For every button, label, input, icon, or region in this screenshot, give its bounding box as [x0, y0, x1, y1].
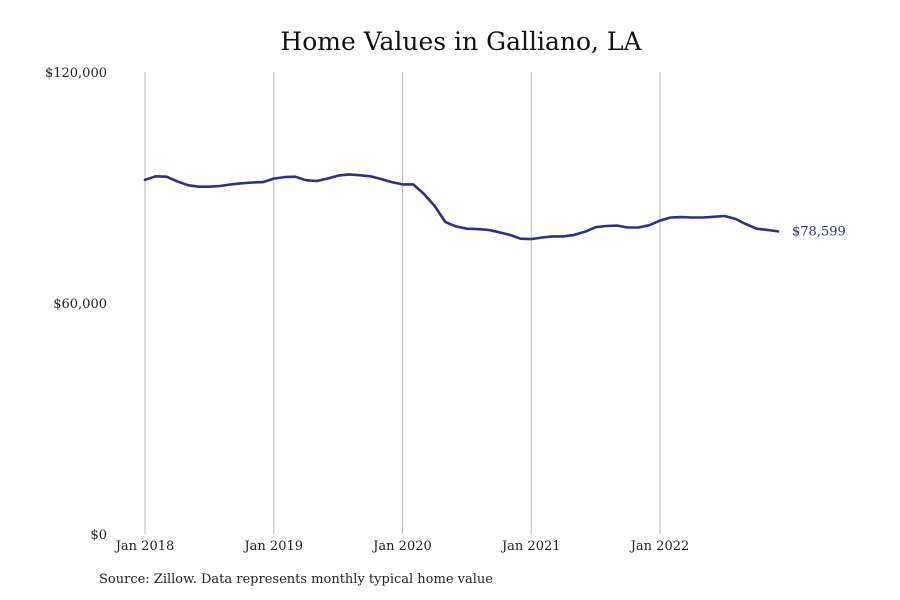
- y-tick-label: $0: [90, 528, 107, 543]
- series-layer: [143, 173, 780, 241]
- x-axis-ticks: Jan 2018 Jan 2019 Jan 2020 Jan 2021 Jan 2022: [114, 539, 690, 554]
- x-tick-label: Jan 2021: [500, 539, 561, 554]
- x-tick-label: Jan 2020: [371, 539, 432, 554]
- x-tick-label: Jan 2018: [114, 539, 175, 554]
- y-tick-label: $120,000: [45, 66, 107, 81]
- source-note: Source: Zillow. Data represents monthly …: [99, 572, 493, 587]
- end-value-label: $78,599: [792, 224, 846, 239]
- x-tick-label: Jan 2019: [242, 539, 303, 554]
- x-tick-label: Jan 2022: [629, 539, 690, 554]
- chart-title: Home Values in Galliano, LA: [280, 27, 642, 56]
- y-axis-ticks: $0 $60,000 $120,000: [45, 66, 107, 543]
- y-tick-label: $60,000: [53, 297, 107, 312]
- series-line: [143, 173, 780, 241]
- grid-lines: [144, 72, 661, 534]
- end-label-layer: $78,599: [792, 224, 846, 239]
